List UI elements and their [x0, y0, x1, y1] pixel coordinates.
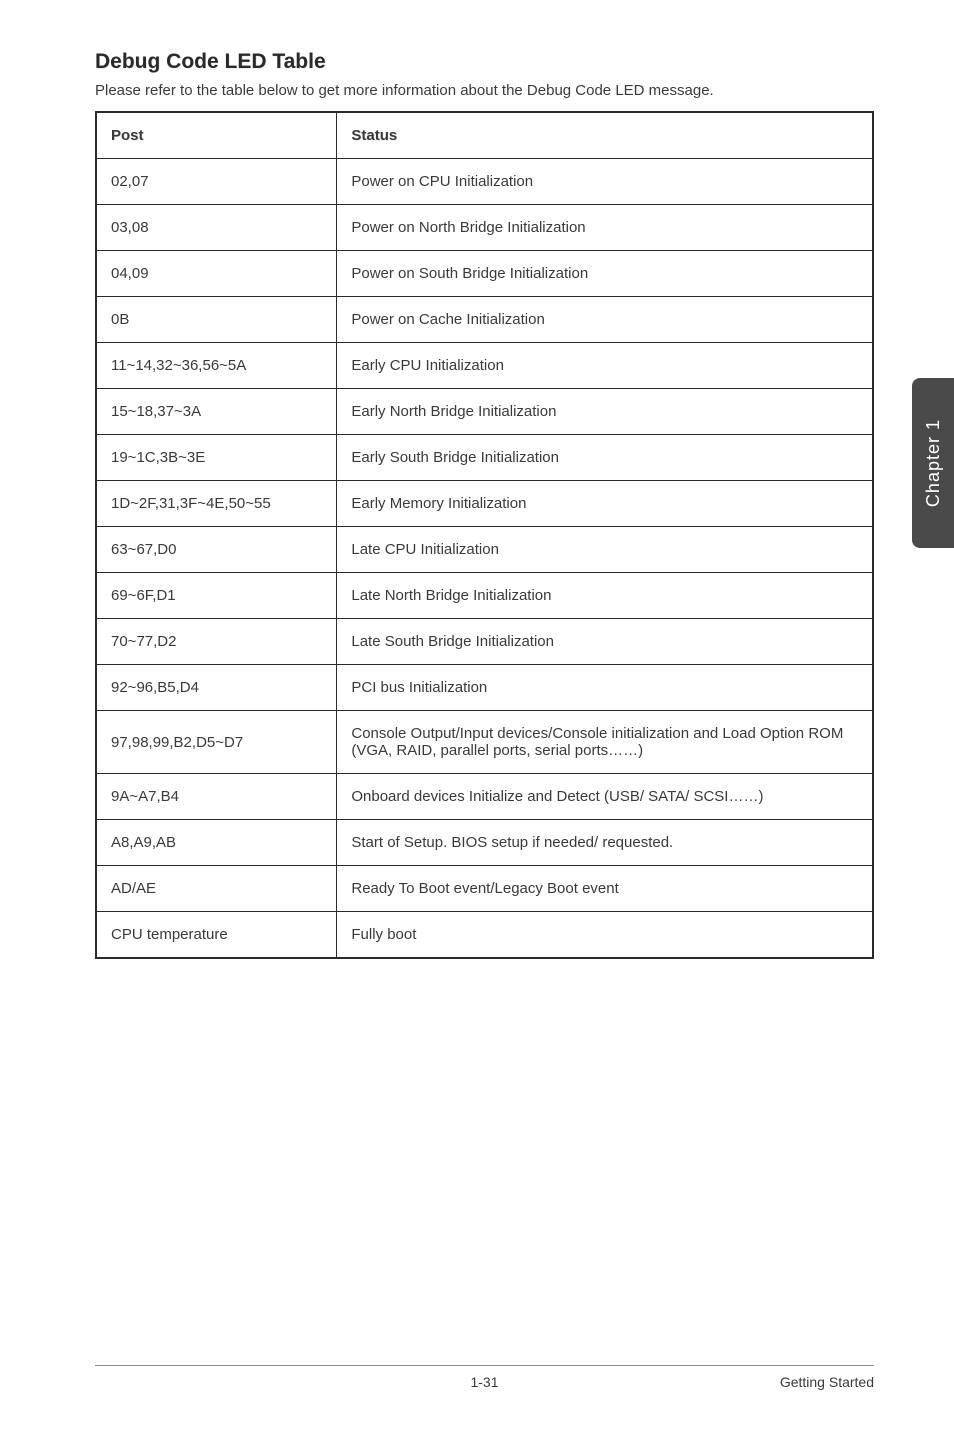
chapter-tab: Chapter 1 — [912, 378, 954, 548]
table-row: 11~14,32~36,56~5AEarly CPU Initializatio… — [96, 343, 873, 389]
header-status: Status — [337, 112, 873, 159]
cell-post: 03,08 — [96, 205, 337, 251]
table-header-row: Post Status — [96, 112, 873, 159]
cell-post: 11~14,32~36,56~5A — [96, 343, 337, 389]
cell-status: Power on CPU Initialization — [337, 159, 873, 205]
cell-status: Power on North Bridge Initialization — [337, 205, 873, 251]
cell-post: 69~6F,D1 — [96, 573, 337, 619]
cell-status: Onboard devices Initialize and Detect (U… — [337, 774, 873, 820]
cell-post: 19~1C,3B~3E — [96, 435, 337, 481]
cell-status: Early North Bridge Initialization — [337, 389, 873, 435]
intro-text: Please refer to the table below to get m… — [95, 80, 874, 101]
table-row: CPU temperatureFully boot — [96, 912, 873, 959]
table-row: 03,08Power on North Bridge Initializatio… — [96, 205, 873, 251]
page-footer: 1-31 Getting Started — [95, 1365, 874, 1390]
table-row: 0BPower on Cache Initialization — [96, 297, 873, 343]
table-row: 92~96,B5,D4PCI bus Initialization — [96, 665, 873, 711]
cell-status: Early Memory Initialization — [337, 481, 873, 527]
table-row: 9A~A7,B4Onboard devices Initialize and D… — [96, 774, 873, 820]
section-name: Getting Started — [780, 1374, 874, 1390]
cell-post: 15~18,37~3A — [96, 389, 337, 435]
cell-post: 9A~A7,B4 — [96, 774, 337, 820]
cell-post: 0B — [96, 297, 337, 343]
cell-status: Late North Bridge Initialization — [337, 573, 873, 619]
cell-status: Ready To Boot event/Legacy Boot event — [337, 866, 873, 912]
cell-status: Early South Bridge Initialization — [337, 435, 873, 481]
cell-post: 02,07 — [96, 159, 337, 205]
cell-post: 92~96,B5,D4 — [96, 665, 337, 711]
cell-post: A8,A9,AB — [96, 820, 337, 866]
table-row: 69~6F,D1Late North Bridge Initialization — [96, 573, 873, 619]
cell-post: CPU temperature — [96, 912, 337, 959]
table-row: 1D~2F,31,3F~4E,50~55Early Memory Initial… — [96, 481, 873, 527]
cell-status: Late South Bridge Initialization — [337, 619, 873, 665]
cell-post: AD/AE — [96, 866, 337, 912]
table-row: A8,A9,ABStart of Setup. BIOS setup if ne… — [96, 820, 873, 866]
table-row: 04,09Power on South Bridge Initializatio… — [96, 251, 873, 297]
cell-status: Late CPU Initialization — [337, 527, 873, 573]
cell-status: Early CPU Initialization — [337, 343, 873, 389]
section-heading: Debug Code LED Table — [95, 50, 874, 74]
cell-status: Console Output/Input devices/Console ini… — [337, 711, 873, 774]
table-row: AD/AEReady To Boot event/Legacy Boot eve… — [96, 866, 873, 912]
cell-status: PCI bus Initialization — [337, 665, 873, 711]
header-post: Post — [96, 112, 337, 159]
cell-status: Start of Setup. BIOS setup if needed/ re… — [337, 820, 873, 866]
cell-post: 1D~2F,31,3F~4E,50~55 — [96, 481, 337, 527]
cell-status: Power on Cache Initialization — [337, 297, 873, 343]
page-number: 1-31 — [470, 1374, 498, 1390]
chapter-tab-label: Chapter 1 — [923, 419, 944, 507]
debug-code-table: Post Status 02,07Power on CPU Initializa… — [95, 111, 874, 959]
cell-status: Power on South Bridge Initialization — [337, 251, 873, 297]
cell-post: 70~77,D2 — [96, 619, 337, 665]
cell-status: Fully boot — [337, 912, 873, 959]
cell-post: 04,09 — [96, 251, 337, 297]
table-row: 02,07Power on CPU Initialization — [96, 159, 873, 205]
cell-post: 97,98,99,B2,D5~D7 — [96, 711, 337, 774]
table-row: 97,98,99,B2,D5~D7Console Output/Input de… — [96, 711, 873, 774]
table-row: 15~18,37~3AEarly North Bridge Initializa… — [96, 389, 873, 435]
table-row: 19~1C,3B~3EEarly South Bridge Initializa… — [96, 435, 873, 481]
table-row: 63~67,D0Late CPU Initialization — [96, 527, 873, 573]
cell-post: 63~67,D0 — [96, 527, 337, 573]
table-row: 70~77,D2Late South Bridge Initialization — [96, 619, 873, 665]
